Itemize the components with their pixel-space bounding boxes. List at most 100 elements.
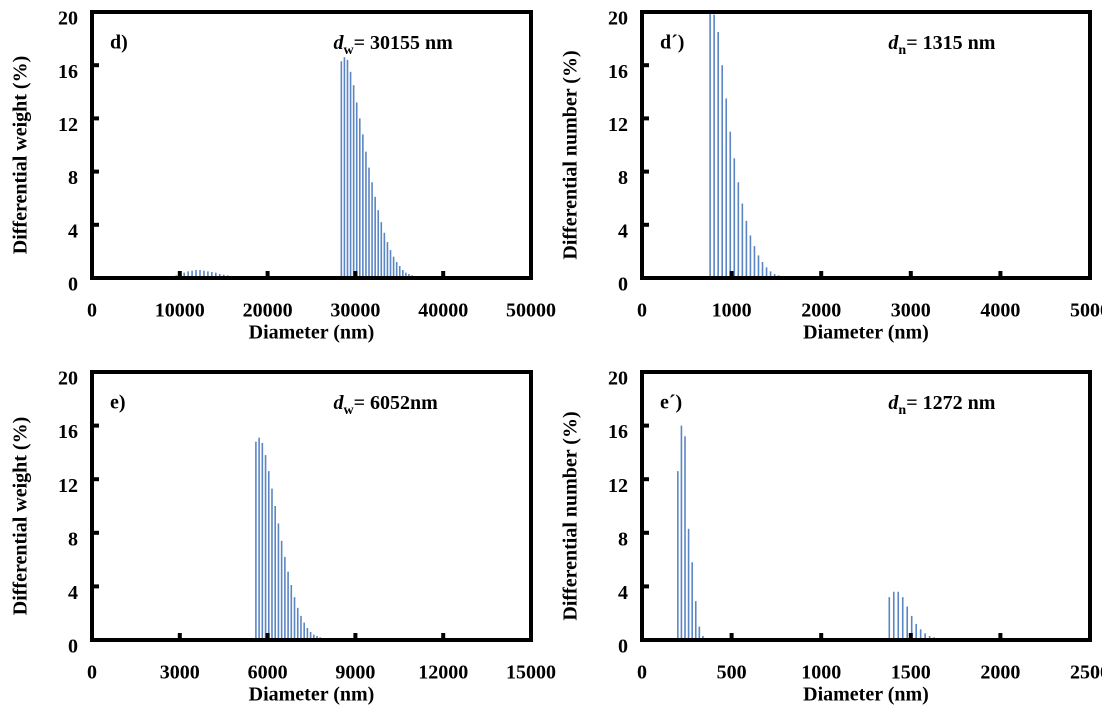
bar — [309, 631, 312, 640]
bar — [892, 591, 895, 640]
y-tick-label: 0 — [618, 274, 628, 296]
x-tick-label: 15000 — [506, 662, 556, 684]
chart-panel: 0 4 8 12 16 20 0 3000 6000 9000 12000 15000 Diameter… — [10, 368, 556, 706]
annotation-subscript: w — [343, 403, 354, 418]
x-tick-label: 30000 — [330, 300, 380, 322]
annotation-subscript: n — [898, 403, 906, 418]
bar — [349, 71, 352, 278]
bar — [203, 270, 205, 278]
x-tick-label: 2500 — [1070, 662, 1102, 684]
y-tick-label: 4 — [618, 582, 628, 604]
bar — [897, 591, 900, 640]
bar — [255, 441, 257, 640]
bar — [267, 471, 270, 640]
bar — [313, 634, 315, 640]
bar — [745, 220, 748, 278]
bar — [296, 607, 299, 640]
plot-frame — [90, 10, 533, 280]
y-tick-label: 0 — [68, 274, 78, 296]
bar — [277, 523, 280, 640]
panel-label: e´) — [660, 392, 682, 414]
bar — [352, 85, 355, 279]
x-tick-label: 2000 — [801, 300, 841, 322]
x-tick-label: 1500 — [891, 662, 931, 684]
bar — [725, 98, 728, 278]
bar — [924, 633, 926, 640]
x-tick-label: 0 — [637, 300, 647, 322]
y-tick-label: 4 — [68, 220, 78, 242]
bar — [383, 232, 386, 278]
x-tick-label: 0 — [87, 300, 97, 322]
bar — [211, 272, 213, 278]
bar — [371, 182, 373, 278]
x-tick-label: 6000 — [248, 662, 288, 684]
annotation-text: = 30155 nm — [354, 32, 454, 54]
y-tick-label: 0 — [68, 636, 78, 658]
bar — [389, 250, 392, 278]
y-tick-label: 16 — [58, 421, 78, 443]
bar — [362, 134, 364, 278]
bar — [405, 272, 407, 278]
bar — [271, 488, 273, 640]
y-tick-label: 20 — [58, 368, 78, 390]
bar — [753, 246, 756, 278]
y-tick-label: 20 — [608, 8, 628, 30]
bar — [346, 59, 349, 278]
bar — [721, 65, 723, 278]
y-tick-label: 8 — [618, 528, 628, 550]
annotation: dw= 30155 nm — [333, 32, 453, 59]
y-tick-label: 16 — [58, 61, 78, 83]
bar — [769, 271, 772, 278]
bar — [741, 203, 744, 278]
y-tick-label: 12 — [608, 114, 628, 136]
bar — [680, 425, 683, 640]
annotation-subscript: w — [343, 43, 354, 58]
bar — [290, 585, 293, 640]
bar — [258, 437, 260, 640]
annotation-subscript: n — [898, 43, 906, 58]
x-tick-label: 3000 — [160, 662, 200, 684]
y-tick-label: 0 — [618, 636, 628, 658]
x-axis-title: Diameter (nm) — [803, 322, 929, 344]
x-tick-label: 3000 — [891, 300, 931, 322]
bar — [261, 443, 264, 640]
bar — [729, 131, 732, 278]
bar — [303, 622, 305, 640]
y-tick-label: 12 — [58, 114, 78, 136]
bar — [694, 601, 697, 640]
plot-frame — [90, 370, 533, 642]
annotation-symbol: d — [333, 392, 344, 414]
y-axis-title: Differential number (%) — [560, 50, 582, 259]
bar — [365, 151, 367, 278]
bar — [284, 556, 286, 640]
bar — [287, 571, 289, 640]
bar — [398, 266, 401, 278]
bar — [377, 210, 380, 278]
annotation: dn= 1272 nm — [888, 392, 995, 419]
bar — [368, 167, 370, 278]
plot-frame — [640, 10, 1092, 280]
bar — [910, 615, 913, 640]
bar — [274, 506, 277, 640]
bar — [386, 242, 389, 278]
bar — [392, 256, 395, 278]
x-tick-label: 20000 — [243, 300, 293, 322]
annotation-text: = 1272 nm — [906, 392, 996, 414]
panel-label: e) — [110, 392, 126, 414]
y-tick-label: 8 — [68, 528, 78, 550]
annotation: dn= 1315 nm — [888, 32, 995, 59]
bar — [765, 267, 768, 278]
bar — [355, 102, 358, 278]
x-tick-label: 2000 — [980, 662, 1020, 684]
annotation-symbol: d — [333, 32, 344, 54]
chart-panel: 0 4 8 12 16 20 0 1000 2000 3000 4000 5000 Diameter (… — [560, 8, 1102, 344]
bar — [214, 272, 217, 278]
bar — [191, 270, 193, 278]
x-axis-title: Diameter (nm) — [249, 684, 375, 706]
x-tick-label: 10000 — [155, 300, 205, 322]
annotation-symbol: d — [888, 392, 899, 414]
bar — [757, 255, 760, 278]
x-tick-label: 0 — [87, 662, 97, 684]
y-axis-title: Differential weight (%) — [10, 56, 32, 254]
bar — [677, 471, 679, 640]
